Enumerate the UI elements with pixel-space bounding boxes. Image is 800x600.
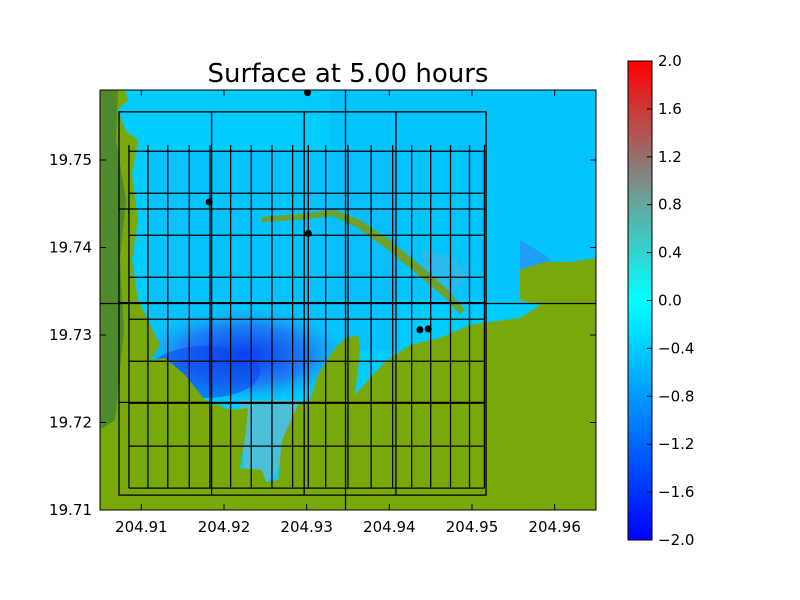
y-tick-label: 19.71: [49, 501, 92, 519]
colorbar-tick-label: −0.8: [658, 387, 694, 405]
y-tick-label: 19.72: [49, 414, 92, 432]
x-tick-label: 204.92: [198, 518, 251, 536]
colorbar-tick-label: 0.8: [658, 196, 682, 214]
colorbar-tick-label: −1.6: [658, 483, 694, 501]
colorbar-tick-label: −2.0: [658, 531, 694, 549]
plot-area: [100, 90, 596, 510]
colorbar-tick-label: 1.6: [658, 100, 682, 118]
colorbar-tick-label: 0.4: [658, 244, 682, 262]
colorbar-tick-label: 0.0: [658, 292, 682, 310]
chart-title: Surface at 5.00 hours: [208, 59, 489, 89]
colorbar-tick-label: −1.2: [658, 435, 694, 453]
gauge-marker: [304, 230, 312, 237]
colorbar-tick-label: 2.0: [658, 52, 682, 70]
y-axis: 19.71 19.72 19.73 19.74 19.75: [49, 151, 596, 519]
colorbar-tick-label: 1.2: [658, 148, 682, 166]
x-tick-label: 204.94: [363, 518, 416, 536]
y-tick-label: 19.74: [49, 239, 92, 257]
gauge-markers: [205, 90, 432, 334]
x-axis: 204.91 204.92 204.93 204.94 204.95 204.96: [115, 90, 581, 536]
gauge-marker: [416, 326, 424, 334]
x-tick-label: 204.91: [115, 518, 168, 536]
gauge-marker: [205, 198, 213, 206]
y-tick-label: 19.73: [49, 326, 92, 344]
colorbar-axis: 2.0 1.6 1.2 0.8 0.4 0.0 −0.4 −0.8 −1.2 −1.6 −2.0: [647, 52, 694, 549]
colorbar-tick-label: −0.4: [658, 339, 694, 357]
x-tick-label: 204.96: [528, 518, 581, 536]
gauge-marker: [303, 90, 311, 97]
y-tick-label: 19.75: [49, 151, 92, 169]
gauge-marker: [424, 325, 432, 333]
x-tick-label: 204.95: [446, 518, 499, 536]
x-tick-label: 204.93: [280, 518, 333, 536]
axes-frame: [99, 89, 597, 511]
